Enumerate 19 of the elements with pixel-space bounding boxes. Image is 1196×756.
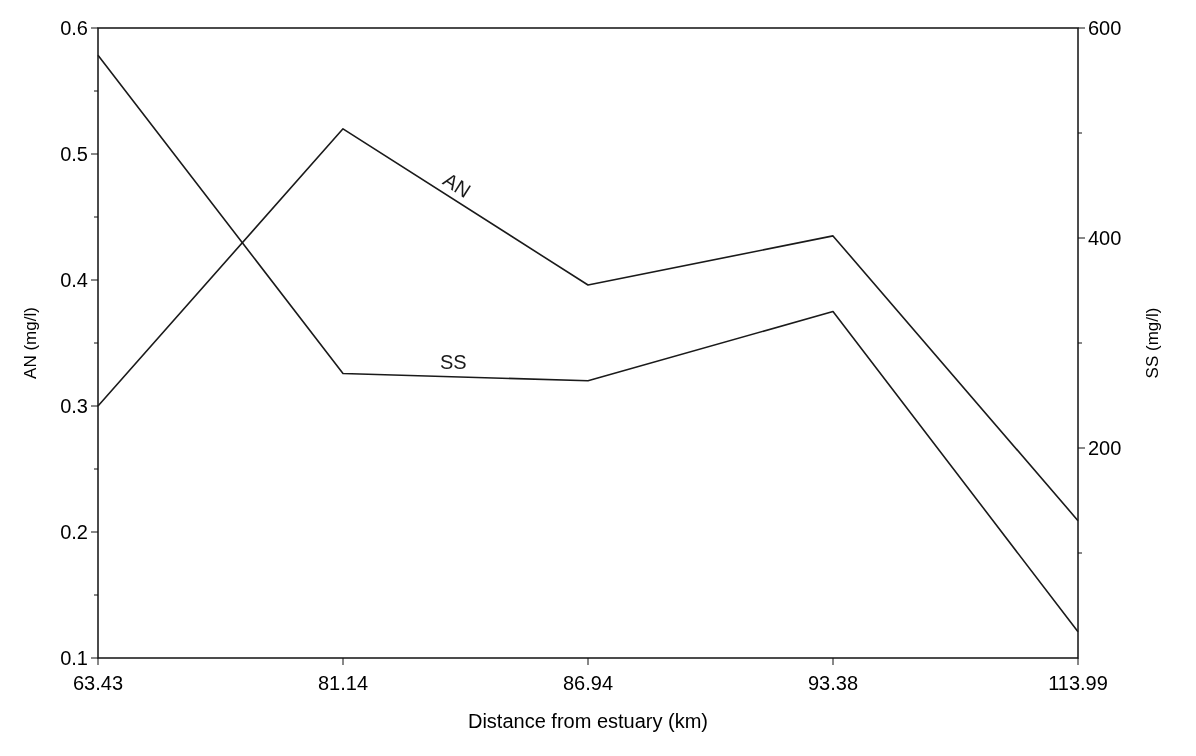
y-axis-title: AN (mg/l) [21, 307, 40, 379]
x-tick-label: 86.94 [562, 672, 614, 694]
x-tick-label: 81.14 [317, 672, 369, 694]
text: AN [439, 168, 475, 202]
x-tick-label: 93.38 [807, 672, 859, 694]
y2-axis-title: SS (mg/l) [1143, 307, 1162, 379]
y-tick-label: 0.4 [60, 269, 88, 291]
y2-tick-label: 400 [1088, 227, 1122, 249]
y-tick-label: 0.5 [60, 143, 88, 165]
x-tick-label: 113.99 [1048, 672, 1108, 694]
y-tick-label: 0.3 [60, 395, 88, 417]
y-tick-label: 0.2 [60, 521, 88, 543]
y2-tick-label: 200 [1088, 437, 1122, 459]
y-tick-label: 0.1 [60, 647, 88, 669]
y2-tick-label: 600 [1088, 17, 1122, 39]
y-tick-label: 0.6 [60, 17, 88, 39]
x-tick-label: 63.43 [72, 672, 124, 694]
series-label: SS [439, 350, 467, 373]
x-axis-title: Distance from estuary (km) [467, 710, 709, 732]
